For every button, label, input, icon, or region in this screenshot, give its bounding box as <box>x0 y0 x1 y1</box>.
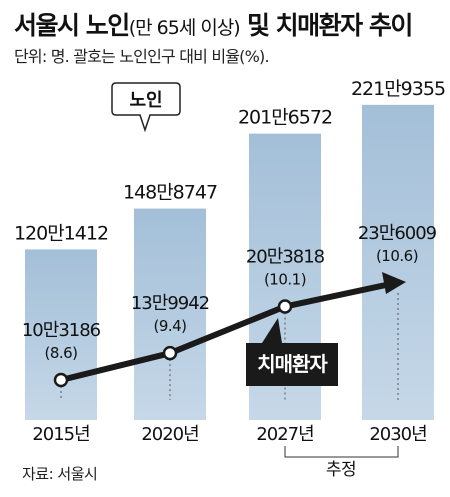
chart-title: 서울시 노인(만 65세 이상) 및 치매환자 추이 <box>14 6 413 42</box>
dementia-value-label-3: 23만6009 <box>358 223 437 244</box>
senior-callout-label: 노인 <box>129 90 162 111</box>
bar-value-label-2: 201만6572 <box>238 107 332 129</box>
senior-callout-box <box>111 82 181 133</box>
dementia-ratio-label-3: (10.6) <box>376 247 418 265</box>
bar-1 <box>134 208 206 420</box>
dementia-value-label-2: 20만3818 <box>246 247 325 268</box>
bar-value-label-0: 120만1412 <box>14 222 108 244</box>
dementia-point-2 <box>277 299 293 314</box>
bar-value-label-1: 148만8747 <box>123 182 217 204</box>
dementia-label-text: 치매환자 <box>257 352 328 376</box>
title-paren: (만 65세 이상) <box>128 17 241 39</box>
dementia-ratio-label-0: (8.6) <box>44 344 77 362</box>
dementia-ratio-label-1: (9.4) <box>153 317 186 335</box>
dementia-value-label-0: 10만3186 <box>22 320 101 341</box>
x-tick-label-2: 2027년 <box>256 424 313 445</box>
guides-layer <box>60 293 399 400</box>
labels-layer: 120만1412 148만8747 201만6572 221만9355 10만3186 (… <box>14 78 446 445</box>
bar-value-label-3: 221만9355 <box>351 78 445 100</box>
dementia-ratio-label-2: (10.1) <box>264 271 306 289</box>
x-tick-label-0: 2015년 <box>32 424 89 445</box>
title-rest: 및 치매환자 추이 <box>239 11 413 40</box>
chart-subtitle: 단위: 명. 괄호는 노인인구 대비 비율(%). <box>14 47 270 66</box>
x-tick-label-1: 2020년 <box>141 424 198 445</box>
estimate-label: 추정 <box>326 460 356 480</box>
source-note: 자료: 서울시 <box>22 465 98 483</box>
trend-arrowhead <box>382 272 406 294</box>
x-tick-label-3: 2030년 <box>369 424 426 445</box>
dementia-trend-line <box>58 282 389 383</box>
title-main: 서울시 노인 <box>14 11 130 40</box>
dementia-value-label-1: 13만9942 <box>131 293 209 314</box>
line-layer <box>53 272 406 388</box>
dementia-label-box <box>246 318 338 386</box>
estimate-bracket <box>284 446 399 458</box>
bar-3 <box>362 104 434 420</box>
dementia-point-0 <box>53 372 69 388</box>
dementia-point-1 <box>162 345 178 361</box>
